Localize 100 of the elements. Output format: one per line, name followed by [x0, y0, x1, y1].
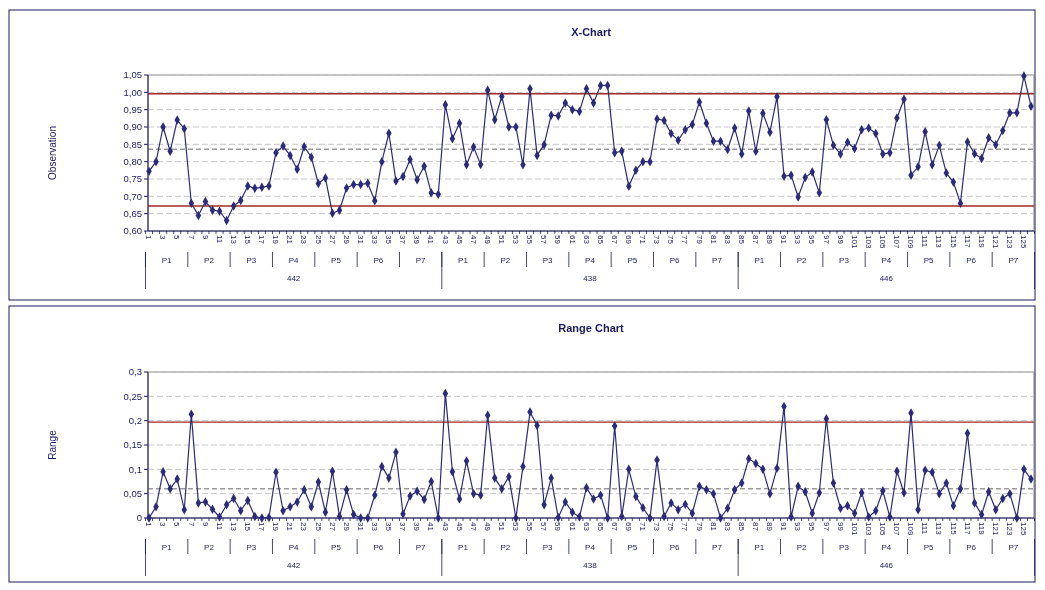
x-tick-label: 19 — [271, 235, 281, 245]
x-tick-label: 45 — [454, 235, 464, 245]
y-tick-label: 0,2 — [128, 414, 142, 426]
x-tick-label: 7 — [186, 522, 196, 527]
x-tick-label: 99 — [835, 235, 845, 245]
text: P5 — [331, 543, 342, 552]
x-tick-label: 103 — [863, 522, 873, 536]
text: P1 — [754, 256, 765, 265]
x-tick-label: 11 — [214, 522, 224, 531]
x-tick-label: 85 — [736, 235, 746, 245]
x-tick-label: 21 — [285, 522, 295, 532]
x-tick-label: 53 — [511, 235, 521, 245]
x-tick-label: 55 — [525, 235, 535, 245]
x-tick-label: 91 — [779, 522, 789, 532]
x-tick-label: 113 — [934, 522, 944, 536]
x-tick-label: 109 — [906, 235, 916, 249]
y-axis-title: Range — [47, 429, 58, 460]
x-tick-label: 63 — [581, 522, 591, 532]
text: P2 — [500, 543, 511, 552]
x-tick-label: 121 — [990, 522, 1000, 536]
x-tick-label: 125 — [1019, 235, 1029, 249]
x-tick-label: 17 — [257, 235, 267, 245]
text: P5 — [331, 256, 342, 265]
text: P4 — [585, 256, 596, 265]
text: P4 — [288, 256, 300, 265]
x-tick-label: 3 — [158, 522, 168, 527]
x-tick-label: 115 — [948, 522, 958, 536]
x-tick-label: 41 — [426, 235, 436, 245]
text: 438 — [583, 274, 598, 283]
text: P6 — [966, 543, 977, 552]
x-tick-label: 57 — [539, 235, 549, 245]
x-tick-label: 5 — [172, 235, 182, 240]
x-tick-label: 93 — [793, 522, 803, 532]
text: P7 — [415, 543, 427, 552]
x-tick-label: 1 — [144, 522, 154, 527]
text: P6 — [669, 256, 681, 265]
text: P2 — [500, 256, 511, 265]
x-tick-label: 119 — [976, 522, 986, 536]
x-tick-label: 93 — [793, 235, 803, 245]
x-tick-label: 39 — [412, 235, 422, 245]
x-tick-label: 11 — [214, 235, 224, 244]
text: 442 — [286, 561, 301, 570]
x-tick-label: 37 — [398, 235, 408, 245]
y-tick-label: 0,60 — [123, 225, 142, 237]
x-tick-label: 109 — [906, 522, 916, 536]
x-tick-label: 13 — [228, 522, 238, 532]
y-tick-label: 0,85 — [123, 138, 142, 150]
text: P7 — [1008, 543, 1019, 552]
x-tick-label: 95 — [807, 522, 817, 532]
text: 446 — [879, 561, 894, 570]
y-tick-label: 0,05 — [123, 487, 142, 499]
x-tick-label: 101 — [849, 522, 859, 536]
x-tick-label: 123 — [1005, 235, 1015, 249]
text: P1 — [161, 543, 173, 552]
x-tick-label: 37 — [398, 522, 408, 532]
x-tick-label: 81 — [708, 522, 718, 532]
x-tick-label: 77 — [680, 522, 690, 532]
text: P3 — [542, 543, 554, 552]
y-tick-label: 0 — [136, 512, 142, 524]
x-tick-label: 13 — [228, 235, 238, 245]
x-tick-label: 67 — [609, 235, 619, 245]
x-tick-label: 65 — [595, 235, 605, 245]
x-tick-label: 33 — [369, 522, 379, 532]
y-tick-label: 0,3 — [128, 366, 142, 378]
x-tick-label: 55 — [525, 522, 535, 532]
x-tick-label: 15 — [242, 522, 252, 532]
y-tick-label: 1,00 — [123, 86, 142, 98]
text: 438 — [583, 561, 598, 570]
text: P7 — [415, 256, 427, 265]
x-tick-label: 25 — [313, 522, 323, 532]
x-tick-label: 61 — [567, 235, 577, 245]
text: P5 — [923, 256, 935, 265]
text: P3 — [246, 543, 257, 552]
x-tick-label: 59 — [553, 235, 563, 245]
x-tick-label: 83 — [722, 522, 732, 532]
x-tick-label: 89 — [765, 235, 775, 245]
text: P1 — [161, 256, 173, 265]
x-tick-label: 97 — [821, 522, 831, 532]
x-tick-label: 117 — [962, 522, 972, 536]
y-tick-label: 0,90 — [123, 121, 142, 133]
y-tick-label: 0,80 — [123, 155, 142, 167]
text: P6 — [669, 543, 681, 552]
text: P7 — [712, 256, 723, 265]
y-tick-label: 0,1 — [128, 463, 142, 475]
x-tick-label: 3 — [158, 235, 168, 240]
x-tick-label: 59 — [553, 522, 563, 532]
text: P6 — [373, 256, 384, 265]
x-tick-label: 107 — [892, 235, 902, 249]
x-tick-label: 107 — [892, 522, 902, 536]
x-tick-label: 29 — [341, 235, 351, 245]
y-tick-label: 0,25 — [123, 390, 142, 402]
x-tick-label: 83 — [722, 235, 732, 245]
x-tick-label: 77 — [680, 235, 690, 245]
x-tick-label: 31 — [355, 522, 365, 532]
x-tick-label: 33 — [369, 235, 379, 245]
x-tick-label: 47 — [468, 522, 478, 532]
text: P1 — [458, 256, 469, 265]
x-tick-label: 61 — [567, 522, 577, 532]
text: P6 — [373, 543, 384, 552]
y-axis-title: Observation — [47, 126, 58, 180]
